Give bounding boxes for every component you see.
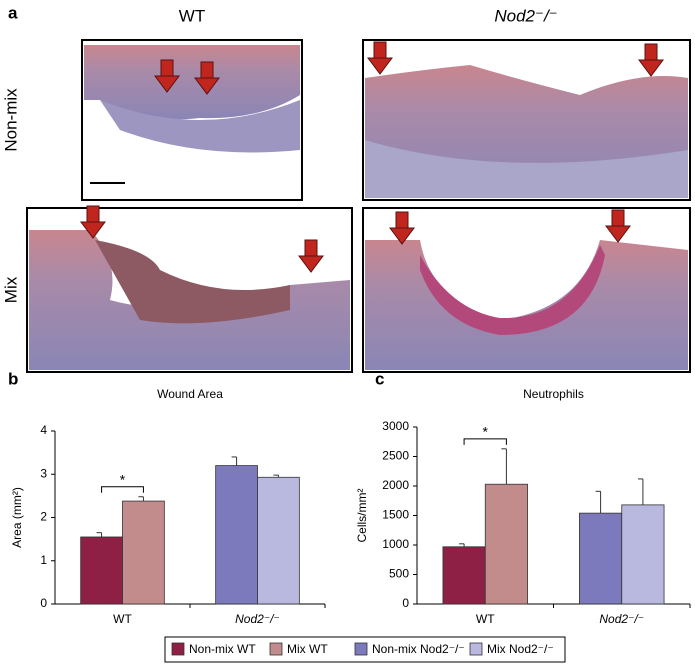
y-tick-label: 1000 <box>382 537 409 551</box>
y-tick-label: 2000 <box>382 478 409 492</box>
bar <box>80 536 123 605</box>
x-tick-label: Nod2⁻/⁻ <box>599 612 644 626</box>
bar <box>442 546 486 605</box>
significance-bracket <box>101 486 144 493</box>
panel-label: b <box>8 369 18 388</box>
legend-swatch <box>354 642 368 656</box>
chart-title: Wound Area <box>157 387 223 401</box>
bar <box>579 512 623 605</box>
significance-bracket <box>463 438 507 445</box>
significance-label: * <box>483 424 489 440</box>
y-tick-label: 1500 <box>382 508 409 522</box>
column-label: Nod2⁻/⁻ <box>494 6 557 25</box>
y-tick-label: 0 <box>402 596 409 610</box>
micrograph <box>362 39 691 201</box>
y-tick-label: 4 <box>40 423 47 437</box>
x-tick-label: WT <box>113 612 132 626</box>
y-tick-label: 3000 <box>382 419 409 433</box>
x-tick-label: Nod2⁻/⁻ <box>235 612 280 626</box>
bar <box>257 476 300 605</box>
legend-label: Mix WT <box>287 642 328 656</box>
chart-title: Neutrophils <box>523 387 584 401</box>
legend-swatch <box>469 642 483 656</box>
column-label: WT <box>179 6 205 25</box>
micrograph <box>81 39 303 201</box>
row-label: Non-mix <box>1 88 20 152</box>
legend-label: Non-mix WT <box>189 642 256 656</box>
y-axis-label: Cells/mm² <box>355 489 369 543</box>
y-tick-label: 0 <box>40 596 47 610</box>
bar <box>484 483 528 605</box>
significance-label: * <box>120 471 126 487</box>
row-label: Mix <box>1 276 20 303</box>
y-tick-label: 2500 <box>382 449 409 463</box>
panel-label: a <box>8 3 18 22</box>
y-tick-label: 1 <box>40 553 47 567</box>
micrograph <box>362 207 691 373</box>
x-tick-label: WT <box>476 612 495 626</box>
legend-label: Non-mix Nod2⁻/⁻ <box>372 642 465 656</box>
legend-swatch <box>269 642 283 656</box>
bar <box>621 504 665 605</box>
panel-label: c <box>375 369 384 388</box>
y-tick-label: 500 <box>389 567 409 581</box>
bar <box>122 500 165 605</box>
bar <box>215 465 258 605</box>
y-tick-label: 3 <box>40 466 47 480</box>
micrograph <box>26 205 353 373</box>
legend-swatch <box>171 642 185 656</box>
y-axis-label: Area (mm²) <box>10 487 24 548</box>
legend-label: Mix Nod2⁻/⁻ <box>487 642 554 656</box>
y-tick-label: 2 <box>40 510 47 524</box>
